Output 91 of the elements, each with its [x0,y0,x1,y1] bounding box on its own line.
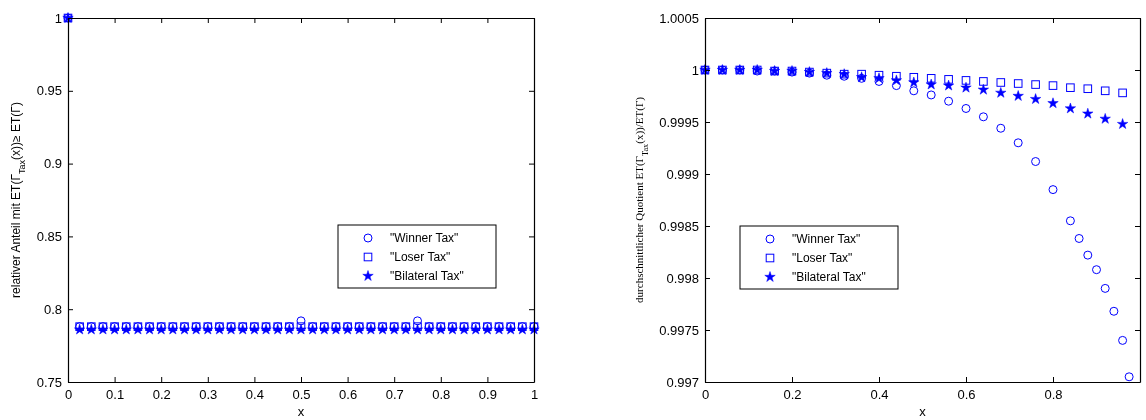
point [1074,233,1084,243]
point [1100,283,1110,293]
y-tick-label: 1 [54,10,62,26]
point [1048,81,1058,90]
x-axis-title: x [297,404,305,419]
point [412,323,423,335]
point [943,79,955,91]
x-tick-label: 0.6 [957,387,976,403]
point [996,78,1006,87]
x-tick-label: 0.4 [870,387,889,403]
x-tick-label: 0.1 [106,387,125,403]
legend-label: "Loser Tax" [792,251,853,265]
y-tick-label: 0.85 [36,229,62,245]
y-tick-label: 0.998 [666,270,699,286]
x-tick-label: 0.8 [1044,387,1063,403]
y-tick-label: 0.999 [666,166,699,182]
point [1118,88,1127,98]
point [413,316,422,326]
point [1031,80,1040,89]
y-tick-label: 0.95 [36,83,62,99]
x-tick-label: 0.9 [478,387,497,403]
y-tick-label: 1 [691,62,699,78]
point [1124,372,1134,382]
point [890,74,902,86]
y-tick-label: 0.75 [36,374,62,390]
point [1092,265,1101,275]
legend-label: "Loser Tax" [390,250,451,264]
point [944,96,954,106]
point [926,74,936,83]
point [979,77,988,86]
point [1065,216,1075,226]
point [1012,90,1024,101]
x-tick-label: 0.8 [432,387,451,403]
point [977,84,989,95]
point [1048,185,1058,195]
x-tick-label: 0.3 [199,387,218,403]
point [1099,113,1111,124]
point [296,322,306,331]
point [995,87,1007,98]
point [909,86,919,96]
y-tick-label: 0.9995 [659,114,699,130]
point [891,81,901,91]
point [960,81,972,93]
y-tick-label: 0.9 [43,156,62,172]
point [1013,138,1023,148]
point [1083,84,1093,94]
x-tick-label: 0.2 [152,387,171,403]
y-tick-label: 0.997 [666,374,699,390]
point [1118,335,1128,345]
point [1066,83,1075,92]
point [1082,107,1094,119]
y-tick-label: 0.9975 [659,322,699,338]
x-tick-label: 0.5 [292,387,311,403]
point [1109,306,1119,316]
point [978,112,988,122]
point [296,316,306,326]
x-tick-label: 0.6 [339,387,358,403]
y-tick-label: 1.0005 [659,10,699,26]
point [909,72,919,82]
point [1117,118,1129,129]
point [1100,86,1110,96]
x-axis-title: x [919,404,927,419]
legend-label: "Winner Tax" [792,232,861,246]
point [1030,93,1042,104]
point [944,75,953,84]
point [892,71,901,81]
y-tick-label: 0.9985 [659,218,699,234]
y-tick-label: 0.8 [43,301,62,317]
point [873,72,885,84]
point [1047,97,1059,108]
legend-label: "Bilateral Tax" [390,269,464,283]
x-tick-label: 1 [530,387,539,403]
point [961,103,971,113]
point [413,322,422,331]
point [1083,250,1093,260]
x-tick-label: 0 [701,387,710,403]
legend-label: "Bilateral Tax" [792,270,866,284]
x-tick-label: 0.2 [783,387,802,403]
point [295,323,307,335]
point [908,76,920,88]
legend-label: "Winner Tax" [390,231,459,245]
x-tick-label: 0.7 [385,387,404,403]
x-tick-label: 0.4 [245,387,264,403]
point [961,76,971,85]
point [926,90,936,100]
point [1031,157,1041,167]
point [1064,102,1076,114]
point [996,123,1006,133]
x-tick-label: 0 [64,387,73,403]
point [925,78,937,90]
point [1013,79,1023,88]
